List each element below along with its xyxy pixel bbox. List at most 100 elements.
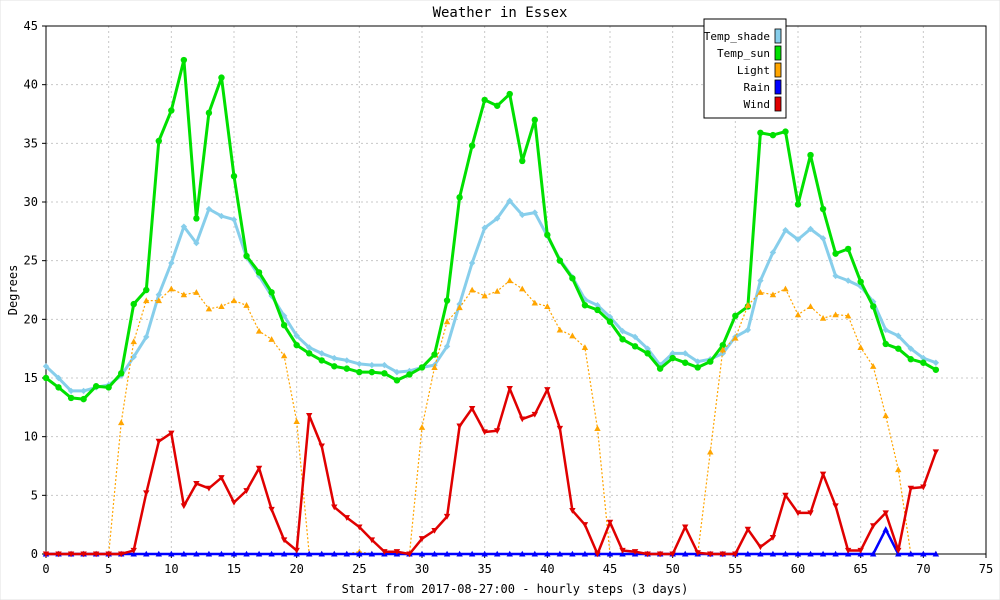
data-point-rain bbox=[682, 550, 689, 557]
data-point-temp-shade bbox=[594, 302, 601, 309]
x-tick-label: 55 bbox=[728, 562, 742, 576]
series-wind bbox=[42, 386, 940, 558]
x-tick-label: 50 bbox=[665, 562, 679, 576]
x-tick-label: 15 bbox=[227, 562, 241, 576]
data-point-rain bbox=[844, 550, 852, 557]
data-point-light bbox=[431, 364, 438, 370]
data-point-light bbox=[744, 302, 752, 308]
data-point-rain bbox=[857, 550, 864, 557]
data-point-rain bbox=[255, 550, 263, 557]
data-point-temp-shade bbox=[381, 361, 388, 369]
data-point-temp-shade bbox=[80, 387, 87, 395]
data-point-wind bbox=[268, 506, 275, 513]
data-point-wind bbox=[707, 551, 714, 558]
data-point-temp-sun bbox=[631, 343, 639, 350]
data-point-wind bbox=[243, 488, 250, 494]
data-point-temp-sun bbox=[205, 109, 213, 117]
data-point-rain bbox=[556, 550, 564, 557]
data-point-rain bbox=[143, 550, 150, 557]
y-tick-label: 45 bbox=[24, 19, 38, 33]
data-point-wind bbox=[544, 387, 551, 393]
y-tick-label: 30 bbox=[24, 195, 38, 209]
data-point-wind bbox=[794, 510, 802, 517]
data-point-wind bbox=[606, 519, 614, 526]
data-point-wind bbox=[857, 547, 864, 554]
data-point-wind bbox=[180, 503, 188, 510]
data-point-rain bbox=[268, 550, 275, 557]
x-axis-label: Start from 2017-08-27:00 - hourly steps … bbox=[342, 582, 689, 596]
data-point-light bbox=[544, 303, 551, 309]
data-point-temp-sun bbox=[782, 128, 789, 135]
data-point-rain bbox=[544, 550, 551, 557]
data-point-temp-shade bbox=[782, 226, 789, 234]
data-point-temp-sun bbox=[180, 56, 188, 64]
data-point-temp-shade bbox=[932, 359, 940, 366]
data-point-temp-shade bbox=[644, 345, 651, 352]
data-point-rain bbox=[581, 550, 589, 557]
data-point-temp-shade bbox=[368, 361, 376, 369]
data-point-rain bbox=[243, 550, 250, 557]
data-point-rain bbox=[318, 550, 325, 557]
data-point-wind bbox=[732, 551, 739, 558]
data-point-rain bbox=[168, 550, 175, 557]
data-point-temp-sun bbox=[757, 129, 764, 136]
data-point-light bbox=[143, 297, 150, 304]
data-point-light bbox=[418, 424, 426, 430]
data-point-wind bbox=[506, 386, 513, 392]
data-point-wind bbox=[418, 536, 426, 542]
data-point-temp-sun bbox=[907, 356, 914, 363]
data-point-wind bbox=[569, 508, 576, 514]
data-point-temp-sun bbox=[769, 131, 777, 139]
data-point-temp-sun bbox=[481, 96, 488, 104]
data-point-temp-sun bbox=[318, 357, 325, 364]
y-tick-label: 5 bbox=[31, 488, 38, 502]
data-point-temp-shade bbox=[67, 387, 75, 395]
data-point-temp-sun bbox=[431, 351, 438, 358]
data-point-rain bbox=[468, 550, 476, 557]
x-tick-label: 30 bbox=[415, 562, 429, 576]
data-point-rain bbox=[230, 550, 238, 557]
data-point-light bbox=[531, 299, 538, 306]
data-point-temp-sun bbox=[882, 340, 889, 348]
data-point-rain bbox=[506, 550, 513, 557]
data-point-temp-shade bbox=[130, 353, 137, 361]
legend: Temp_shade Temp_sun Light Rain Wind bbox=[703, 18, 787, 119]
data-point-wind bbox=[719, 551, 726, 558]
legend-label-wind: Wind bbox=[744, 98, 771, 111]
data-point-wind bbox=[368, 537, 376, 544]
data-point-temp-shade bbox=[494, 215, 501, 222]
data-point-rain bbox=[218, 550, 225, 557]
data-point-temp-shade bbox=[468, 259, 476, 267]
data-point-temp-shade bbox=[55, 374, 62, 382]
data-point-wind bbox=[932, 449, 940, 456]
data-point-wind bbox=[895, 547, 902, 554]
data-point-wind bbox=[381, 549, 388, 555]
data-point-temp-sun bbox=[581, 302, 589, 309]
series-line-temp-shade bbox=[44, 199, 937, 393]
data-point-rain bbox=[519, 550, 526, 557]
data-point-light bbox=[794, 311, 802, 318]
data-point-temp-shade bbox=[356, 360, 363, 368]
data-point-wind bbox=[205, 485, 213, 492]
data-point-wind bbox=[331, 504, 338, 511]
data-point-temp-shade bbox=[306, 344, 313, 351]
data-point-light bbox=[732, 334, 739, 341]
data-point-light bbox=[707, 448, 714, 455]
data-point-temp-sun bbox=[807, 151, 814, 159]
x-tick-label: 65 bbox=[853, 562, 867, 576]
data-point-temp-shade bbox=[769, 249, 777, 256]
data-point-temp-shade bbox=[807, 225, 814, 233]
data-point-temp-shade bbox=[694, 358, 701, 365]
data-point-wind bbox=[105, 551, 112, 558]
data-point-light bbox=[155, 297, 162, 304]
data-point-wind bbox=[55, 551, 62, 558]
data-point-rain bbox=[280, 550, 288, 557]
data-point-temp-sun bbox=[356, 368, 363, 376]
series-lines bbox=[42, 56, 940, 558]
data-point-temp-sun bbox=[118, 370, 125, 377]
data-point-light bbox=[268, 336, 275, 342]
y-tick-label: 25 bbox=[24, 254, 38, 268]
data-point-temp-sun bbox=[418, 364, 426, 371]
data-point-temp-sun bbox=[92, 383, 100, 390]
data-point-temp-shade bbox=[744, 326, 752, 334]
